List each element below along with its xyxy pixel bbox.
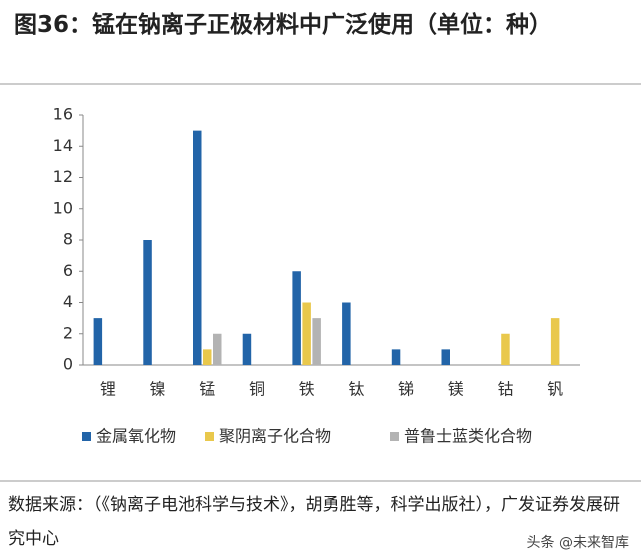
x-tick-label: 镁 xyxy=(448,380,464,399)
bar xyxy=(441,349,450,365)
x-tick-label: 铁 xyxy=(299,380,315,399)
bar xyxy=(391,349,401,365)
bar xyxy=(501,333,510,365)
legend-label: 金属氧化物 xyxy=(96,427,176,446)
bar xyxy=(213,333,222,365)
legend-swatch xyxy=(390,432,399,441)
source-note: 数据来源：（《钠离子电池科学与技术》，胡勇胜等，科学出版社），广发证券发展研究中… xyxy=(8,495,620,549)
bar xyxy=(93,318,103,365)
y-tick-label: 0 xyxy=(63,355,73,374)
watermark: 头条 @未来智库 xyxy=(526,535,629,551)
y-tick-label: 2 xyxy=(63,323,73,342)
bar xyxy=(312,318,321,365)
bar xyxy=(143,240,152,365)
legend-label: 聚阴离子化合物 xyxy=(219,427,331,446)
y-tick-label: 6 xyxy=(63,261,73,280)
y-tick-label: 10 xyxy=(53,198,73,217)
x-tick-label: 锂 xyxy=(100,380,116,399)
x-tick-label: 锑 xyxy=(398,380,414,399)
x-tick-label: 锰 xyxy=(199,380,215,399)
legend-swatch xyxy=(205,432,214,441)
legend-label: 普鲁士蓝类化合物 xyxy=(404,427,532,446)
y-tick-label: 12 xyxy=(53,167,73,186)
x-tick-label: 钛 xyxy=(348,380,364,399)
y-tick-label: 14 xyxy=(53,136,73,155)
chart-title: 图36：锰在钠离子正极材料中广泛使用（单位：种） xyxy=(14,12,553,38)
x-tick-label: 钒 xyxy=(547,380,563,399)
bar xyxy=(203,349,212,365)
legend-swatch xyxy=(82,432,91,441)
x-tick-label: 铜 xyxy=(249,380,265,399)
bar xyxy=(302,302,311,365)
x-tick-label: 镍 xyxy=(150,380,166,399)
x-tick-label: 钴 xyxy=(497,380,513,399)
bar xyxy=(292,271,301,365)
bar xyxy=(193,130,202,365)
y-tick-label: 8 xyxy=(63,230,73,249)
bar xyxy=(550,318,560,365)
bar xyxy=(242,333,252,365)
y-tick-label: 16 xyxy=(53,105,73,124)
y-tick-label: 4 xyxy=(63,292,73,311)
bar xyxy=(342,302,351,365)
